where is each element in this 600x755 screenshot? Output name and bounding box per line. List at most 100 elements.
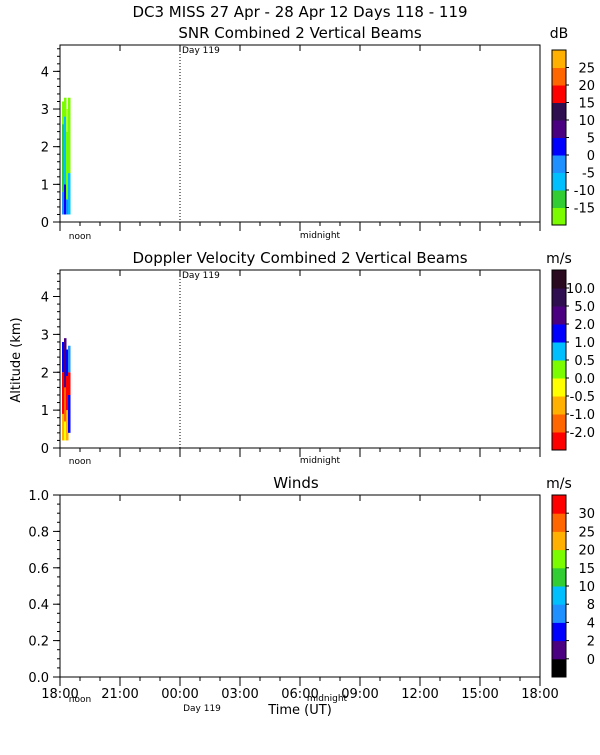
profile-segment <box>66 410 69 441</box>
profile-segment <box>66 376 69 411</box>
profile-segment <box>62 413 65 441</box>
colorbar-swatch <box>552 432 566 451</box>
winds-noon-label: noon <box>69 695 91 705</box>
x-tick-label: 12:00 <box>401 687 438 702</box>
doppler-data <box>62 338 71 441</box>
colorbar-label: -1.0 <box>570 408 595 423</box>
profile-segment <box>64 116 67 185</box>
snr-day-label: Day 119 <box>182 46 220 56</box>
colorbar-label: -0.5 <box>570 390 595 405</box>
x-tick-label: 15:00 <box>461 687 498 702</box>
colorbar-swatch <box>552 120 566 138</box>
figure-title: DC3 MISS 27 Apr - 28 Apr 12 Days 118 - 1… <box>132 3 467 21</box>
doppler-colorbar: -2.0 -1.0 -0.5 0.0 0.5 1.0 2.0 5.0 10.0 <box>551 269 595 451</box>
colorbar-swatch <box>552 324 566 343</box>
colorbar-label: 1.0 <box>574 336 595 351</box>
colorbar-label: 8 <box>587 598 595 613</box>
colorbar-swatch <box>552 172 566 191</box>
y-tick-label: 3 <box>41 328 49 343</box>
colorbar-swatch <box>552 622 566 642</box>
x-tick-label: 18:00 <box>41 687 78 702</box>
colorbar-swatch <box>552 658 566 678</box>
colorbar-swatch <box>552 414 566 433</box>
colorbar-swatch <box>552 567 566 587</box>
colorbar-swatch <box>552 85 566 103</box>
winds-unit: m/s <box>546 476 572 492</box>
snr-midnight-label: midnight <box>300 231 341 241</box>
profile-segment <box>68 97 71 174</box>
y-tick-label: 0 <box>41 442 49 457</box>
colorbar-label: 5 <box>587 132 595 147</box>
y-tick-label: 0 <box>41 216 49 231</box>
doppler-title: Doppler Velocity Combined 2 Vertical Bea… <box>132 249 467 267</box>
colorbar-swatch <box>552 306 566 325</box>
snr-x-ticks <box>59 45 541 231</box>
colorbar-label: 4 <box>587 616 595 631</box>
colorbar-label: 15 <box>578 97 595 112</box>
y-tick-label: 0.2 <box>28 635 49 650</box>
snr-y-axis: 0 1 2 3 4 <box>41 48 60 231</box>
colorbar-label: 2 <box>587 635 595 650</box>
colorbar-swatch <box>552 288 566 307</box>
winds-day-label: Day 119 <box>183 704 221 714</box>
colorbar-label: -10 <box>574 184 595 199</box>
colorbar-swatch <box>552 360 566 379</box>
colorbar-swatch <box>552 531 566 551</box>
colorbar-label: 10.0 <box>566 282 595 297</box>
x-tick-label: 06:00 <box>281 687 318 702</box>
y-tick-label: 0.6 <box>28 562 49 577</box>
colorbar-label: -5 <box>582 167 595 182</box>
doppler-panel: Doppler Velocity Combined 2 Vertical Bea… <box>9 249 595 467</box>
profile-segment <box>62 341 65 373</box>
x-tick-label: 18:00 <box>521 687 558 702</box>
snr-colorbar: -15 -10 -5 0 5 10 15 20 25 <box>551 49 595 226</box>
colorbar-label: 0 <box>587 149 595 164</box>
colorbar-swatch <box>552 586 566 605</box>
colorbar-swatch <box>552 207 566 226</box>
colorbar-swatch <box>552 270 566 289</box>
x-tick-label: 03:00 <box>221 687 258 702</box>
profile-segment <box>66 131 69 200</box>
profile-segment <box>64 421 67 441</box>
colorbar-label: 5.0 <box>574 300 595 315</box>
y-tick-label: 1.0 <box>28 489 49 504</box>
colorbar-label: 0.0 <box>574 372 595 387</box>
doppler-midnight-label: midnight <box>300 456 341 466</box>
colorbar-swatch <box>552 495 566 514</box>
y-tick-label: 1 <box>41 404 49 419</box>
y-tick-label: 3 <box>41 103 49 118</box>
colorbar-swatch <box>552 67 566 86</box>
x-tick-label: 00:00 <box>161 687 198 702</box>
colorbar-swatch <box>552 102 566 121</box>
winds-panel: Winds m/s 0.0 0.2 0.4 0.6 0.8 1.0 18:00 21:00 0… <box>28 474 595 718</box>
colorbar-swatch <box>552 137 566 156</box>
colorbar-swatch <box>552 342 566 361</box>
winds-x-ticks: 18:00 21:00 00:00 03:00 06:00 09:00 12:00 15:00… <box>41 495 559 702</box>
colorbar-label: 20 <box>578 544 595 559</box>
y-tick-label: 0.0 <box>28 671 49 686</box>
profile-segment <box>62 191 65 215</box>
colorbar-swatch <box>552 513 566 532</box>
profile-segment <box>62 101 65 125</box>
doppler-unit: m/s <box>546 251 572 267</box>
profile-segment <box>64 184 67 215</box>
profile-segment <box>66 349 69 377</box>
winds-colorbar: 0 2 4 8 10 15 20 25 30 <box>551 494 595 678</box>
snr-plot-frame <box>59 44 541 223</box>
colorbar-swatch <box>552 604 566 623</box>
profile-segment <box>64 97 67 117</box>
colorbar-label: 2.0 <box>574 318 595 333</box>
profile-segment <box>64 338 67 388</box>
y-tick-label: 0.8 <box>28 525 49 540</box>
doppler-x-ticks <box>59 270 541 457</box>
y-tick-label: 2 <box>41 366 49 381</box>
profile-segment <box>68 173 71 215</box>
winds-y-axis: 0.0 0.2 0.4 0.6 0.8 1.0 <box>28 489 60 686</box>
colorbar-label: -2.0 <box>570 426 595 441</box>
colorbar-swatch <box>552 50 566 68</box>
doppler-y-axis: 0 1 2 3 4 <box>41 273 60 457</box>
doppler-day-label: Day 119 <box>182 271 220 281</box>
winds-x-label: Time (UT) <box>267 703 332 718</box>
colorbar-label: 25 <box>578 525 595 540</box>
